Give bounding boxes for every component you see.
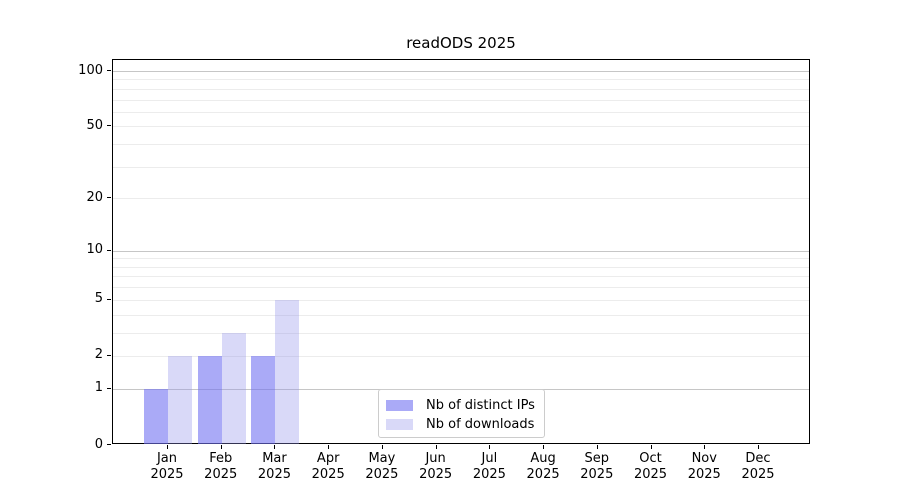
bar-distinct-ips-feb <box>197 355 222 444</box>
x-tick-label: May 2025 <box>365 451 399 482</box>
y-tick-label: 5 <box>94 291 103 307</box>
gridline-minor <box>113 79 809 81</box>
gridline-minor <box>113 166 809 168</box>
x-tick-mark <box>167 445 168 449</box>
x-tick-mark <box>328 445 330 449</box>
y-tick-mark <box>107 354 111 356</box>
y-tick-mark <box>107 298 111 300</box>
gridline-minor <box>113 332 809 334</box>
y-tick-mark <box>107 197 111 199</box>
y-tick-mark <box>107 444 111 445</box>
plot-area <box>112 59 810 444</box>
x-tick-mark <box>757 445 759 449</box>
gridline-minor <box>113 258 809 260</box>
x-tick-label: Mar 2025 <box>257 451 291 482</box>
x-tick-label: Jan 2025 <box>150 451 184 482</box>
x-tick-label: Dec 2025 <box>741 451 775 482</box>
y-tick-label: 100 <box>78 62 103 78</box>
x-tick-mark <box>543 445 545 449</box>
gridline-minor <box>113 88 809 90</box>
y-tick-label: 20 <box>86 189 103 205</box>
x-tick-label: Jul 2025 <box>472 451 506 482</box>
bar-downloads-mar <box>275 299 300 444</box>
x-tick-mark <box>381 445 383 449</box>
legend-item: Nb of downloads <box>386 415 544 434</box>
y-tick-mark <box>107 387 111 389</box>
gridline-major <box>113 250 809 252</box>
y-tick-label: 2 <box>94 347 103 363</box>
gridline-minor <box>113 314 809 316</box>
legend-swatch-downloads <box>386 419 413 430</box>
y-tick-label: 50 <box>86 117 103 133</box>
legend-swatch-distinct-ips <box>386 400 413 411</box>
gridline-minor <box>113 111 809 113</box>
legend-item: Nb of distinct IPs <box>386 396 544 415</box>
x-tick-label: Jun 2025 <box>419 451 453 482</box>
gridline-minor <box>113 276 809 278</box>
gridline-minor <box>113 266 809 268</box>
y-tick-mark <box>107 125 111 127</box>
bar-distinct-ips-jan <box>144 388 168 444</box>
y-tick-label: 0 <box>94 436 103 452</box>
bar-downloads-jan <box>168 355 192 444</box>
bar-distinct-ips-mar <box>251 355 276 444</box>
y-tick-mark <box>107 249 111 251</box>
x-tick-label: Feb 2025 <box>204 451 238 482</box>
x-tick-label: Apr 2025 <box>311 451 345 482</box>
legend: Nb of distinct IPs Nb of downloads <box>378 389 545 438</box>
x-tick-mark <box>489 445 491 449</box>
y-tick-label: 1 <box>94 380 103 396</box>
x-tick-label: Nov 2025 <box>687 451 721 482</box>
x-tick-mark <box>274 445 276 449</box>
legend-label: Nb of downloads <box>426 417 535 432</box>
x-tick-mark <box>596 445 598 449</box>
gridline-minor <box>113 355 809 357</box>
y-tick-label: 10 <box>86 242 103 258</box>
gridline-minor <box>113 126 809 128</box>
gridline-minor <box>113 99 809 101</box>
gridline-minor <box>113 198 809 200</box>
chart-title: readODS 2025 <box>406 34 516 52</box>
gridline-minor <box>113 299 809 301</box>
x-tick-mark <box>650 445 652 449</box>
legend-label: Nb of distinct IPs <box>426 398 535 413</box>
x-tick-mark <box>704 445 706 449</box>
gridline-minor <box>113 144 809 146</box>
y-tick-mark <box>107 70 111 71</box>
gridline-minor <box>113 287 809 289</box>
x-tick-mark <box>220 445 222 449</box>
x-tick-label: Sep 2025 <box>580 451 614 482</box>
x-tick-label: Aug 2025 <box>526 451 560 482</box>
gridline-major <box>113 71 809 72</box>
x-tick-label: Oct 2025 <box>633 451 668 482</box>
x-tick-mark <box>435 445 437 449</box>
bar-downloads-feb <box>221 332 246 444</box>
